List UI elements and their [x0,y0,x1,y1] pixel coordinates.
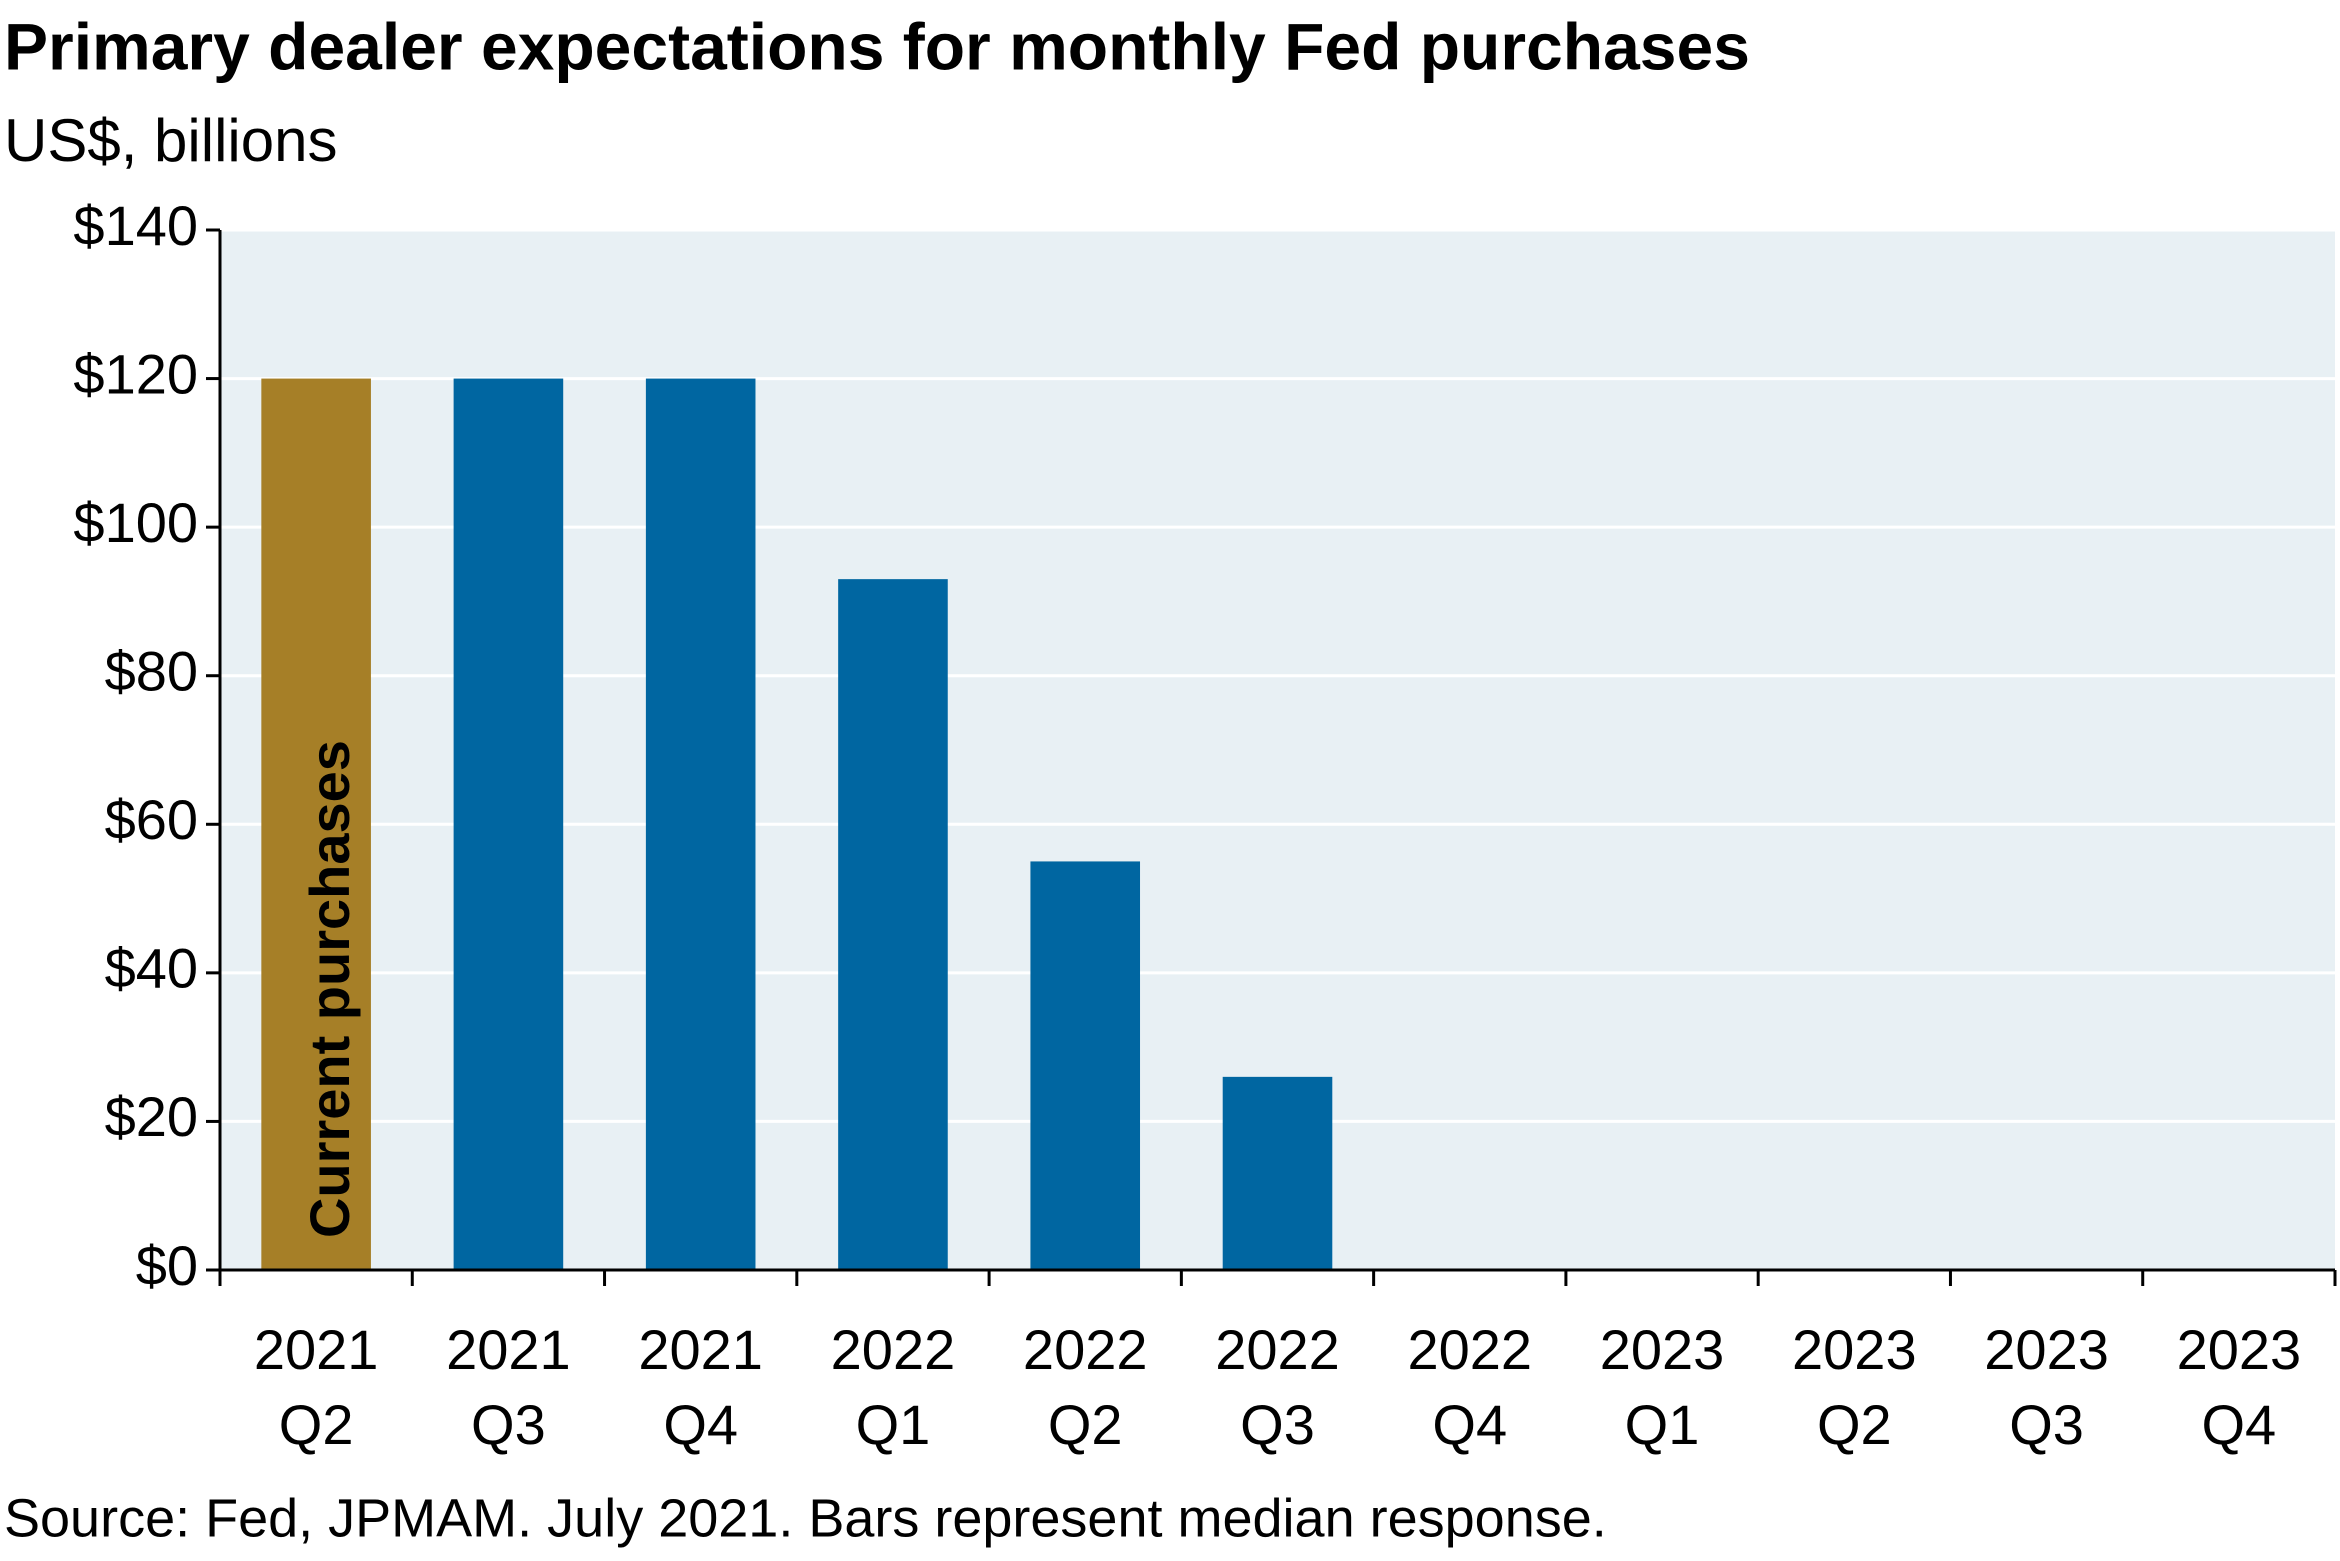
x-tick-label: 2023 Q3 [1984,1318,2109,1456]
bar-annotation: Current purchases [298,740,361,1238]
source-note: Source: Fed, JPMAM. July 2021. Bars repr… [4,1488,1607,1548]
y-tick-label: $60 [105,788,198,851]
x-tick-label: 2022 Q1 [830,1318,956,1456]
x-tick-label: 2023 Q2 [1792,1318,1917,1456]
y-tick-label: $40 [105,937,198,1000]
x-tick-label: 2021 Q3 [446,1318,571,1456]
x-tick-label: 2022 Q4 [1407,1318,1533,1456]
bar [1222,1076,1333,1270]
y-tick-label: $20 [105,1085,198,1148]
bar [645,378,756,1271]
bar [261,378,371,1271]
bar [838,579,948,1270]
bar [453,378,564,1271]
chart-subtitle: US$, billions [4,107,338,174]
y-tick-label: $100 [73,491,198,554]
y-tick-label: $80 [105,640,198,703]
x-tick-label: 2023 Q1 [1599,1318,1725,1456]
chart-title: Primary dealer expectations for monthly … [4,9,1750,83]
x-tick-label: 2022 Q3 [1215,1318,1340,1456]
x-tick-label: 2021 Q4 [638,1318,763,1456]
y-tick-label: $0 [136,1234,198,1297]
y-tick-label: $140 [73,194,198,257]
x-tick-label: 2022 Q2 [1022,1318,1148,1456]
bar [1030,861,1141,1270]
x-tick-label: 2023 Q4 [2176,1318,2302,1456]
y-tick-label: $120 [73,342,198,405]
x-tick-label: 2021 Q2 [253,1318,379,1456]
